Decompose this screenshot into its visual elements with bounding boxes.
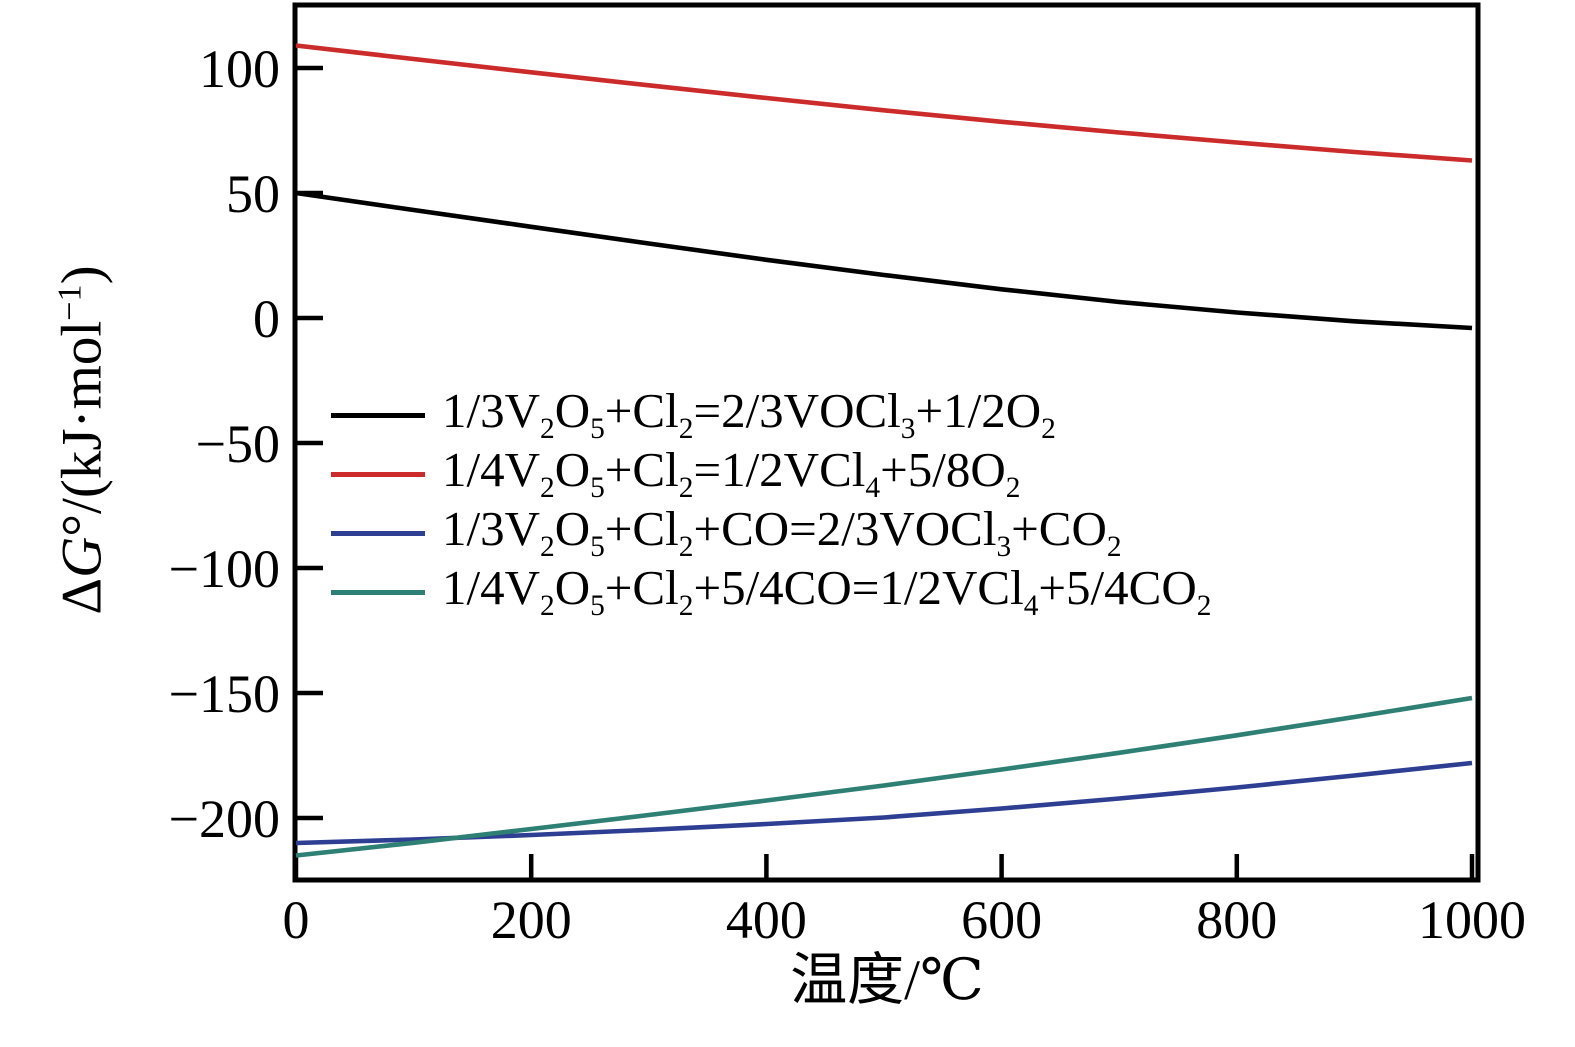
- y-tick-label: −200: [169, 789, 280, 849]
- legend-item-label: 1/4V2O5+Cl2=1/2VCl4+5/8O2: [442, 442, 1021, 505]
- legend: 1/3V2O5+Cl2=2/3VOCl3+1/2O2 1/4V2O5+Cl2=1…: [331, 386, 1211, 622]
- y-tick-label: −50: [196, 414, 280, 474]
- legend-line-swatch: [331, 531, 425, 536]
- x-tick-label: 400: [726, 890, 807, 950]
- legend-item-label: 1/4V2O5+Cl2+5/4CO=1/2VCl4+5/4CO2: [442, 560, 1212, 623]
- x-tick-label: 200: [491, 890, 572, 950]
- y-axis-title: ΔG°/(kJ·mol−1): [50, 265, 114, 615]
- y-tick-label: 50: [226, 164, 280, 224]
- plot-frame: [292, 2, 1481, 883]
- curve-series-2: [295, 760, 1473, 846]
- y-tick-label: 0: [253, 289, 280, 349]
- legend-line-swatch: [331, 590, 425, 595]
- x-tick-label: 1000: [1418, 890, 1526, 950]
- x-tick-label: 800: [1196, 890, 1277, 950]
- curve-series-3: [295, 695, 1473, 858]
- x-tick-label: 0: [283, 890, 310, 950]
- y-tick-label: −150: [169, 664, 280, 724]
- legend-item: 1/4V2O5+Cl2=1/2VCl4+5/8O2: [331, 445, 1211, 504]
- curve-series-1: [295, 43, 1473, 163]
- x-axis-title: 温度/℃: [790, 949, 984, 1012]
- legend-item: 1/3V2O5+Cl2+CO=2/3VOCl3+CO2: [331, 504, 1211, 563]
- legend-item-label: 1/3V2O5+Cl2+CO=2/3VOCl3+CO2: [442, 501, 1122, 564]
- y-tick-label: 100: [199, 39, 280, 99]
- curve-series-0: [295, 190, 1473, 331]
- legend-line-swatch: [331, 472, 425, 477]
- x-tick-label: 600: [961, 890, 1042, 950]
- legend-item-label: 1/3V2O5+Cl2=2/3VOCl3+1/2O2: [442, 383, 1056, 446]
- legend-line-swatch: [331, 413, 425, 418]
- y-tick-label: −100: [169, 539, 280, 599]
- legend-item: 1/3V2O5+Cl2=2/3VOCl3+1/2O2: [331, 386, 1211, 445]
- legend-item: 1/4V2O5+Cl2+5/4CO=1/2VCl4+5/4CO2: [331, 563, 1211, 622]
